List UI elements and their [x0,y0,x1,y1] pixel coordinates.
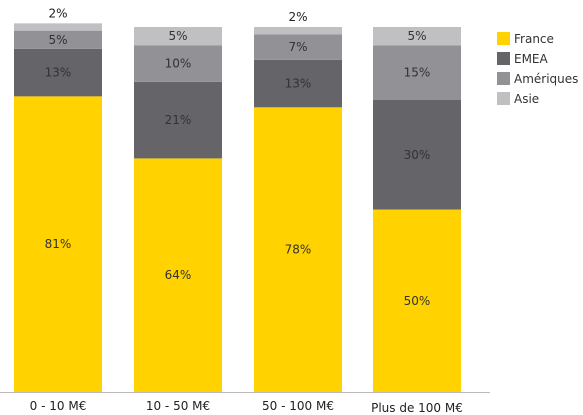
legend-label-emea: EMEA [514,52,549,66]
data-label-emea-1: 13% [45,66,72,80]
bar-ameriques-2 [134,45,222,82]
data-label-france-1: 81% [45,237,72,251]
data-label-asie-4: 5% [407,29,426,43]
category-label-4: Plus de 100 M€ [371,401,463,415]
data-label-ameriques-2: 10% [165,57,192,71]
bar-asie-4 [373,27,461,46]
category-label-2: 10 - 50 M€ [146,399,210,413]
bar-france-4 [373,209,461,392]
data-label-asie-2: 5% [168,29,187,43]
bar-emea-1 [14,48,102,97]
data-label-emea-4: 30% [404,148,431,162]
bar-emea-3 [254,59,342,108]
value-labels-group: 81% 13% 5% 2% 64% 21% 10% 5% 78% 13% 7% 2% 50% 30% 15%… [45,6,431,307]
data-label-france-2: 64% [165,268,192,282]
bar-asie-2 [134,27,222,46]
legend-swatch-emea [497,52,510,65]
legend-swatch-asie [497,92,510,105]
legend-swatch-ameriques [497,72,510,85]
bar-ameriques-1 [14,30,102,49]
bar-emea-4 [373,100,461,210]
legend-swatch-france [497,32,510,45]
bar-ameriques-4 [373,45,461,100]
category-label-3: 50 - 100 M€ [262,399,334,413]
data-label-france-3: 78% [285,243,312,257]
data-label-france-4: 50% [404,294,431,308]
data-label-ameriques-3: 7% [288,40,307,54]
bar-asie-1 [14,23,102,31]
data-label-asie-1: 2% [48,6,67,20]
bars-group [14,23,461,393]
data-label-ameriques-4: 15% [404,66,431,80]
bar-france-3 [254,107,342,393]
bar-emea-2 [134,81,222,159]
data-label-emea-3: 13% [285,77,312,91]
legend-label-asie: Asie [514,92,539,106]
category-labels-group: 0 - 10 M€ 10 - 50 M€ 50 - 100 M€ Plus de 10… [30,399,463,415]
legend-label-ameriques: Amériques [514,72,578,86]
legend: France EMEA Amériques Asie [497,32,578,106]
category-label-1: 0 - 10 M€ [30,399,87,413]
data-label-emea-2: 21% [165,113,192,127]
bar-france-2 [134,158,222,392]
bar-france-1 [14,96,102,392]
data-label-asie-3: 2% [288,10,307,24]
legend-label-france: France [514,32,554,46]
bar-asie-3 [254,27,342,35]
data-label-ameriques-1: 5% [48,33,67,47]
bar-ameriques-3 [254,34,342,60]
